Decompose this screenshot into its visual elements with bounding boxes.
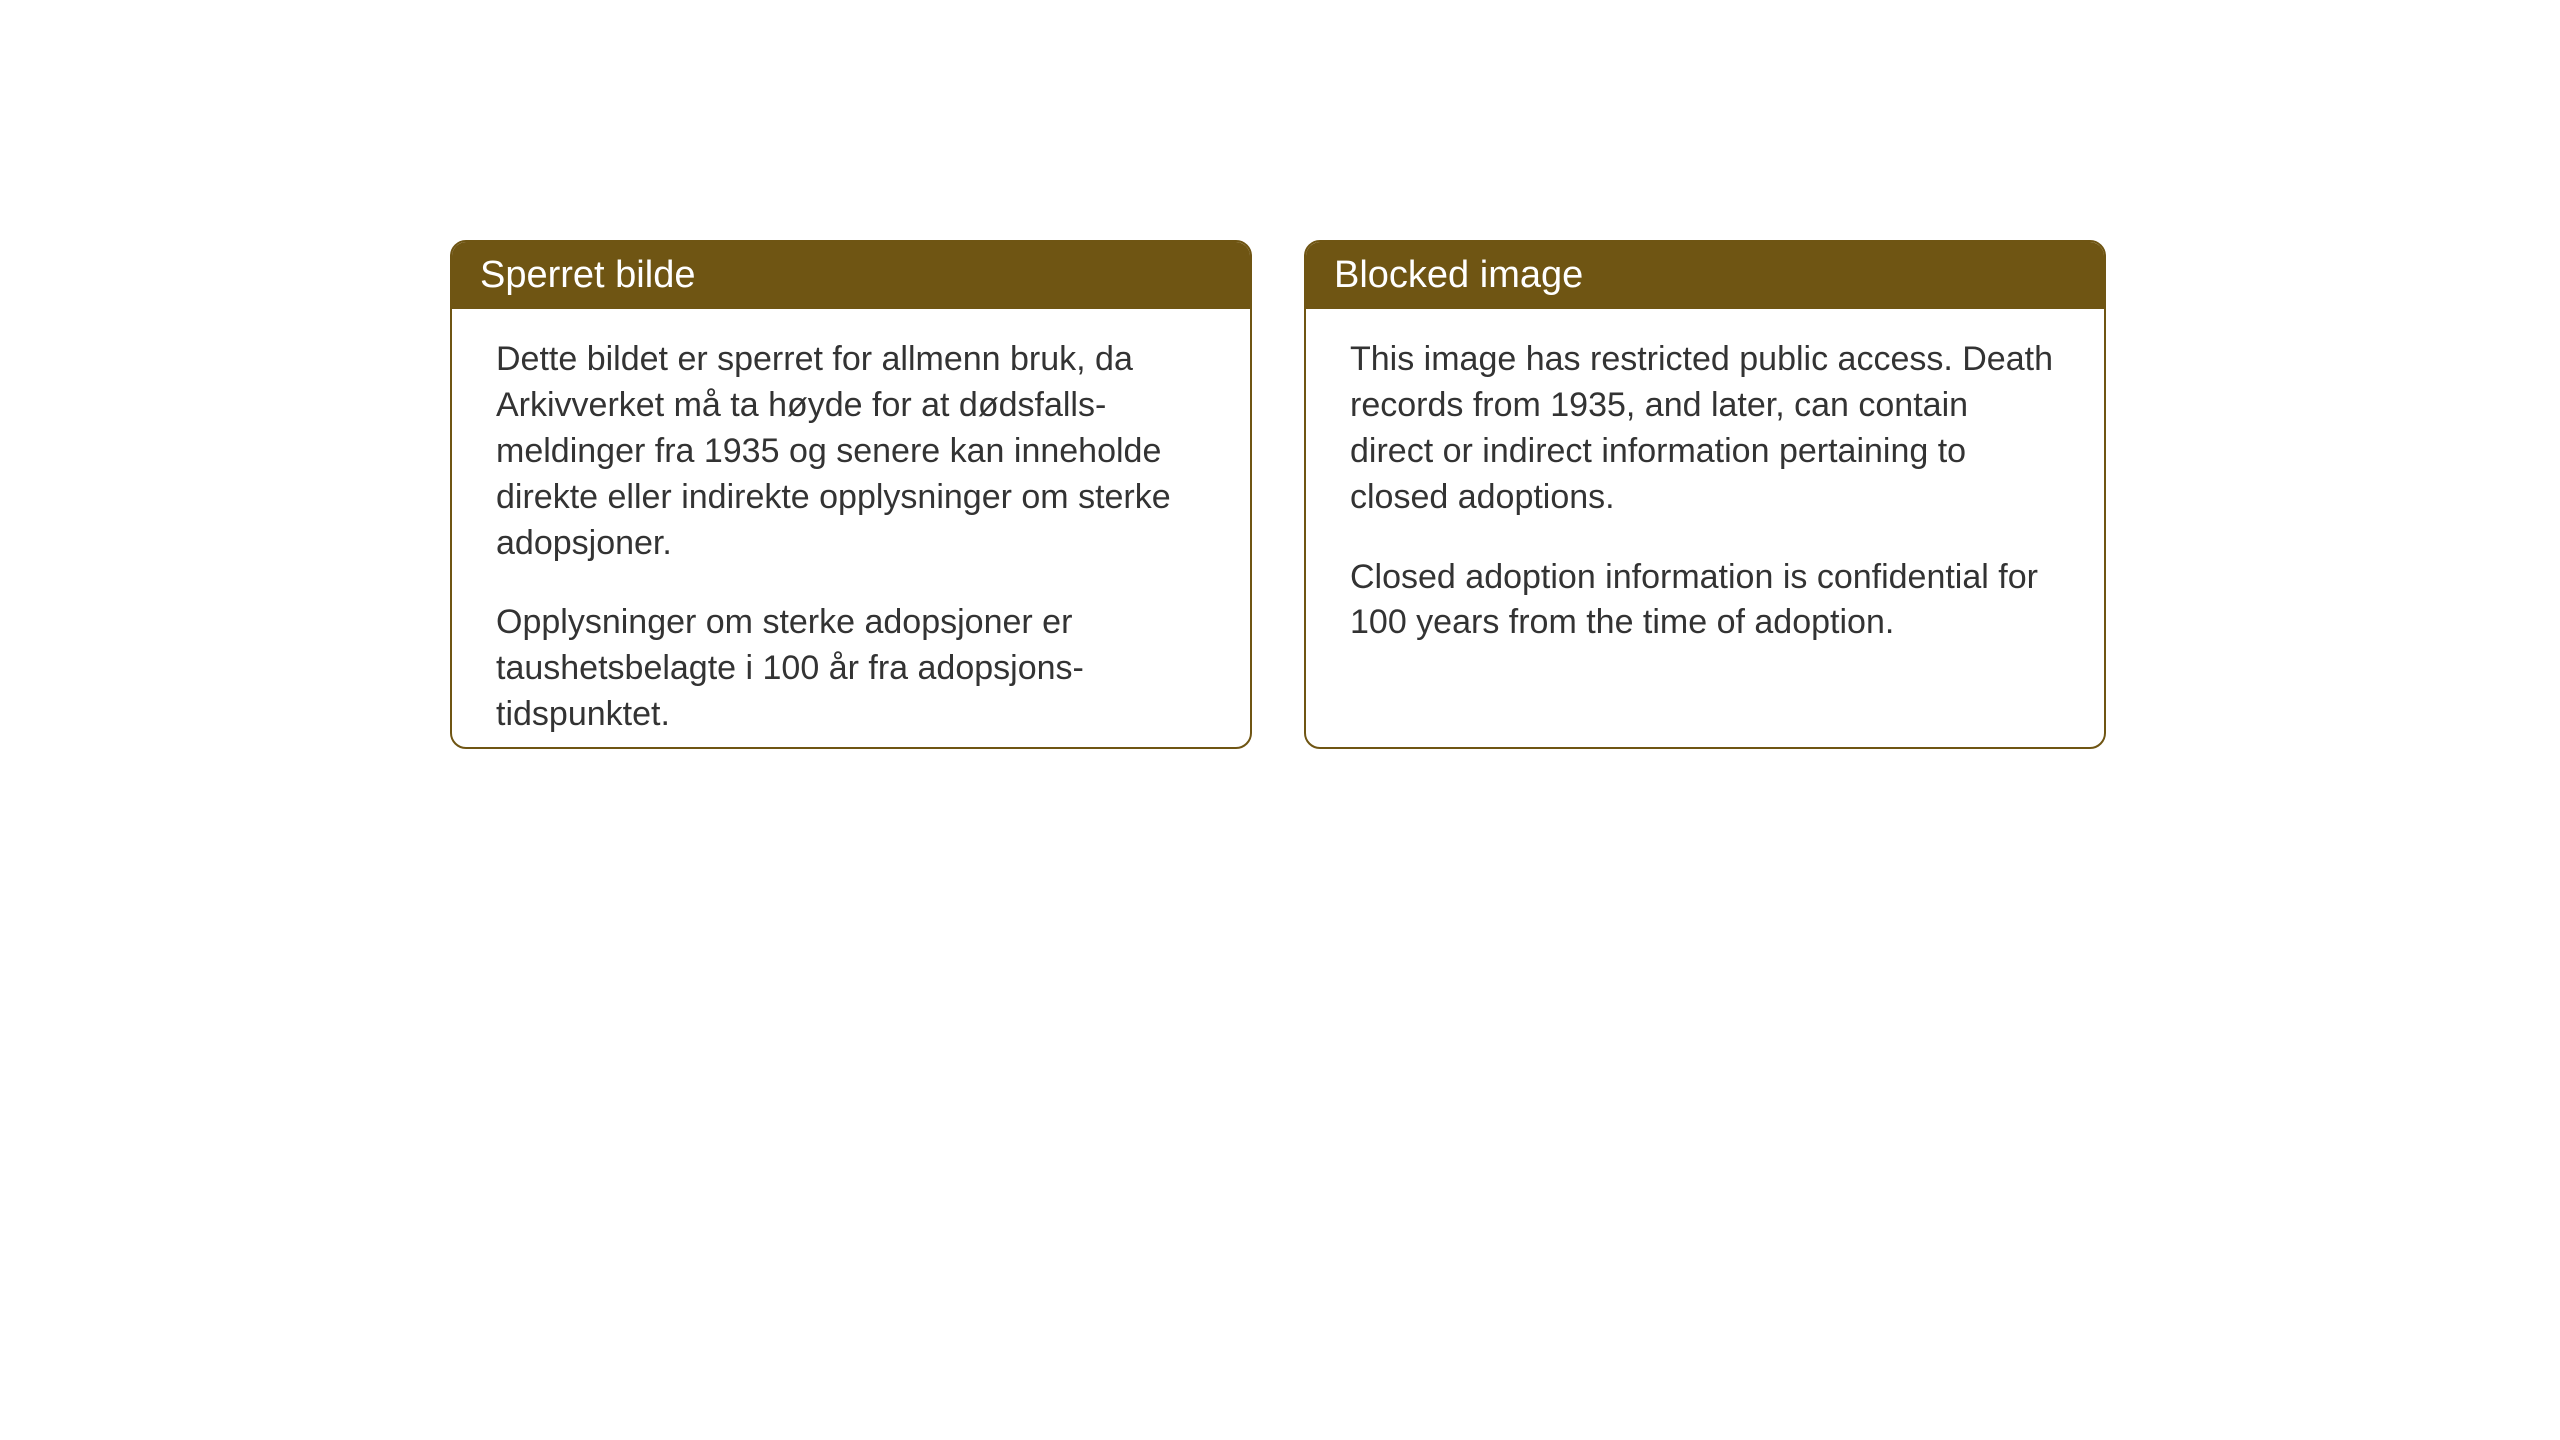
notice-container: Sperret bilde Dette bildet er sperret fo… <box>450 240 2106 749</box>
notice-header: Sperret bilde <box>452 242 1250 309</box>
notice-paragraph: Dette bildet er sperret for allmenn bruk… <box>496 337 1206 566</box>
notice-card-norwegian: Sperret bilde Dette bildet er sperret fo… <box>450 240 1252 749</box>
notice-paragraph: Closed adoption information is confident… <box>1350 555 2060 647</box>
notice-body: Dette bildet er sperret for allmenn bruk… <box>452 309 1250 749</box>
notice-title: Sperret bilde <box>480 254 695 296</box>
notice-body: This image has restricted public access.… <box>1306 309 2104 674</box>
notice-card-english: Blocked image This image has restricted … <box>1304 240 2106 749</box>
notice-title: Blocked image <box>1334 254 1583 296</box>
notice-paragraph: This image has restricted public access.… <box>1350 337 2060 521</box>
notice-header: Blocked image <box>1306 242 2104 309</box>
notice-paragraph: Opplysninger om sterke adopsjoner er tau… <box>496 600 1206 738</box>
